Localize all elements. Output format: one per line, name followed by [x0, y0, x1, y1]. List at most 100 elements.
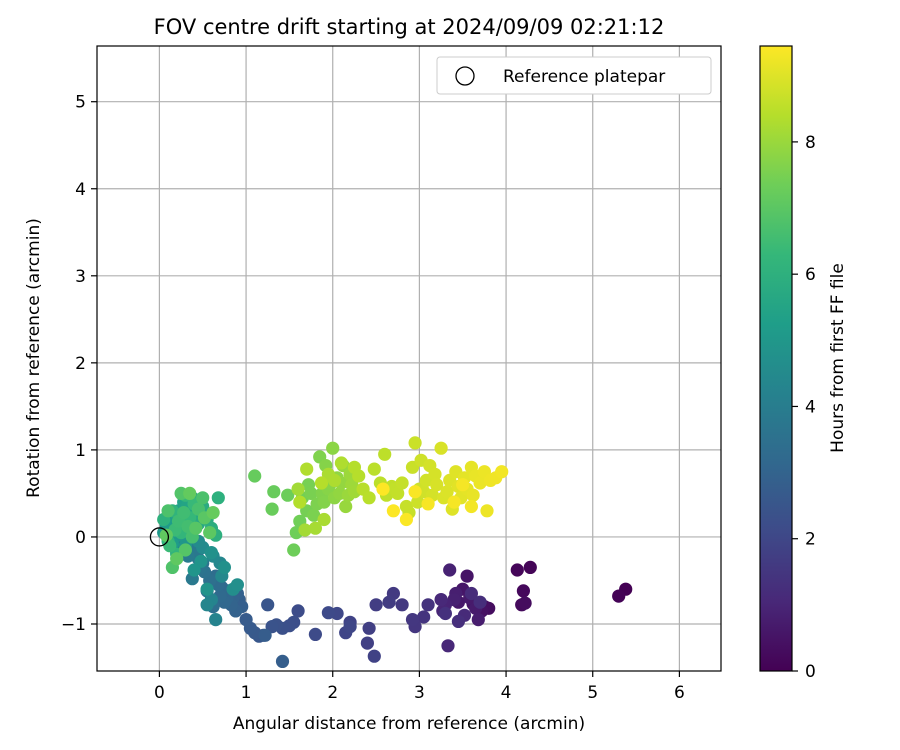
- colorbar-tick-label: 0: [805, 662, 816, 682]
- data-point: [159, 528, 173, 542]
- x-axis-ticks: 0 1 2 3 4 5 6: [154, 671, 685, 703]
- data-point: [265, 502, 279, 516]
- data-point: [434, 593, 448, 607]
- grid-lines: [97, 46, 721, 671]
- x-tick-label: 4: [501, 683, 512, 703]
- data-point: [451, 614, 465, 629]
- data-point: [261, 598, 275, 612]
- reference-marker-layer: [149, 527, 170, 547]
- legend-box: [436, 56, 712, 95]
- reference-point: [149, 527, 170, 547]
- data-point: [411, 495, 425, 509]
- data-point: [258, 628, 272, 642]
- data-point: [362, 621, 376, 635]
- data-point: [456, 478, 470, 492]
- data-point: [209, 613, 223, 627]
- data-point: [495, 465, 509, 479]
- data-point: [447, 495, 461, 509]
- data-point: [464, 586, 478, 601]
- data-point: [317, 512, 331, 527]
- data-point: [239, 613, 253, 627]
- data-point: [405, 613, 420, 627]
- y-axis-label: Rotation from reference (arcmin): [24, 218, 44, 498]
- data-point: [443, 563, 457, 577]
- data-point: [206, 505, 220, 520]
- data-point: [352, 469, 366, 483]
- legend-marker: [455, 66, 475, 86]
- data-point: [434, 441, 448, 455]
- data-point: [516, 584, 531, 598]
- data-point: [376, 482, 390, 496]
- data-point: [367, 462, 381, 476]
- data-point: [304, 486, 318, 500]
- data-point: [473, 595, 487, 609]
- data-point: [203, 526, 217, 540]
- data-point: [211, 491, 225, 505]
- colorbar-label: Hours from first FF file: [828, 263, 848, 453]
- data-point: [408, 436, 422, 450]
- y-tick-label: 1: [75, 441, 86, 461]
- y-tick-label: 5: [75, 93, 86, 113]
- data-point: [308, 627, 322, 642]
- data-point: [275, 654, 290, 669]
- data-point: [378, 447, 392, 461]
- legend-label: Reference platepar: [503, 67, 665, 87]
- colorbar-gradient: [759, 45, 793, 672]
- data-point: [386, 504, 400, 518]
- x-tick-label: 1: [241, 683, 252, 703]
- data-point: [187, 563, 201, 577]
- data-point: [298, 523, 312, 537]
- data-point: [428, 467, 442, 481]
- data-point: [161, 504, 175, 518]
- data-point: [430, 478, 444, 492]
- x-tick-label: 2: [327, 683, 338, 703]
- data-point: [230, 578, 244, 592]
- data-point: [314, 476, 329, 490]
- data-point: [466, 488, 480, 502]
- data-point: [248, 469, 262, 483]
- data-point: [473, 476, 487, 490]
- x-axis-label: Angular distance from reference (arcmin): [233, 714, 585, 734]
- y-tick-label: 3: [75, 267, 86, 287]
- colorbar: 0 2 4 6 8 Hours from first FF file: [759, 45, 848, 682]
- data-point: [362, 491, 376, 505]
- data-point: [327, 473, 342, 487]
- data-point: [417, 610, 431, 624]
- y-axis-ticks: −1 0 1 2 3 4 5: [61, 93, 97, 635]
- data-point: [200, 582, 214, 596]
- data-point: [441, 639, 455, 653]
- data-point: [177, 505, 191, 520]
- data-point: [421, 598, 435, 612]
- data-point: [307, 508, 321, 522]
- data-point: [391, 486, 405, 500]
- x-tick-label: 3: [414, 683, 425, 703]
- data-point: [183, 486, 197, 500]
- data-point: [464, 499, 478, 514]
- legend: Reference platepar: [436, 56, 712, 95]
- x-tick-label: 6: [674, 683, 685, 703]
- data-point: [438, 606, 452, 621]
- chart-title: FOV centre drift starting at 2024/09/09 …: [154, 15, 665, 39]
- data-point: [300, 462, 314, 476]
- data-point: [326, 441, 340, 455]
- data-point: [367, 649, 381, 663]
- colorbar-ticks: 0 2 4 6 8: [792, 133, 816, 682]
- x-tick-label: 0: [154, 683, 165, 703]
- data-point: [178, 543, 192, 557]
- data-points: [157, 436, 633, 669]
- y-tick-label: 4: [75, 180, 86, 200]
- data-point: [281, 488, 295, 502]
- data-point: [170, 552, 184, 566]
- data-point: [395, 476, 409, 490]
- data-point: [217, 560, 231, 575]
- data-point: [204, 546, 218, 560]
- data-point: [343, 620, 357, 634]
- data-point: [360, 636, 374, 650]
- x-tick-label: 5: [587, 683, 598, 703]
- data-point: [196, 491, 210, 505]
- data-point: [510, 563, 524, 577]
- data-point: [267, 485, 281, 499]
- colorbar-tick-label: 6: [805, 265, 816, 285]
- data-point: [321, 606, 335, 620]
